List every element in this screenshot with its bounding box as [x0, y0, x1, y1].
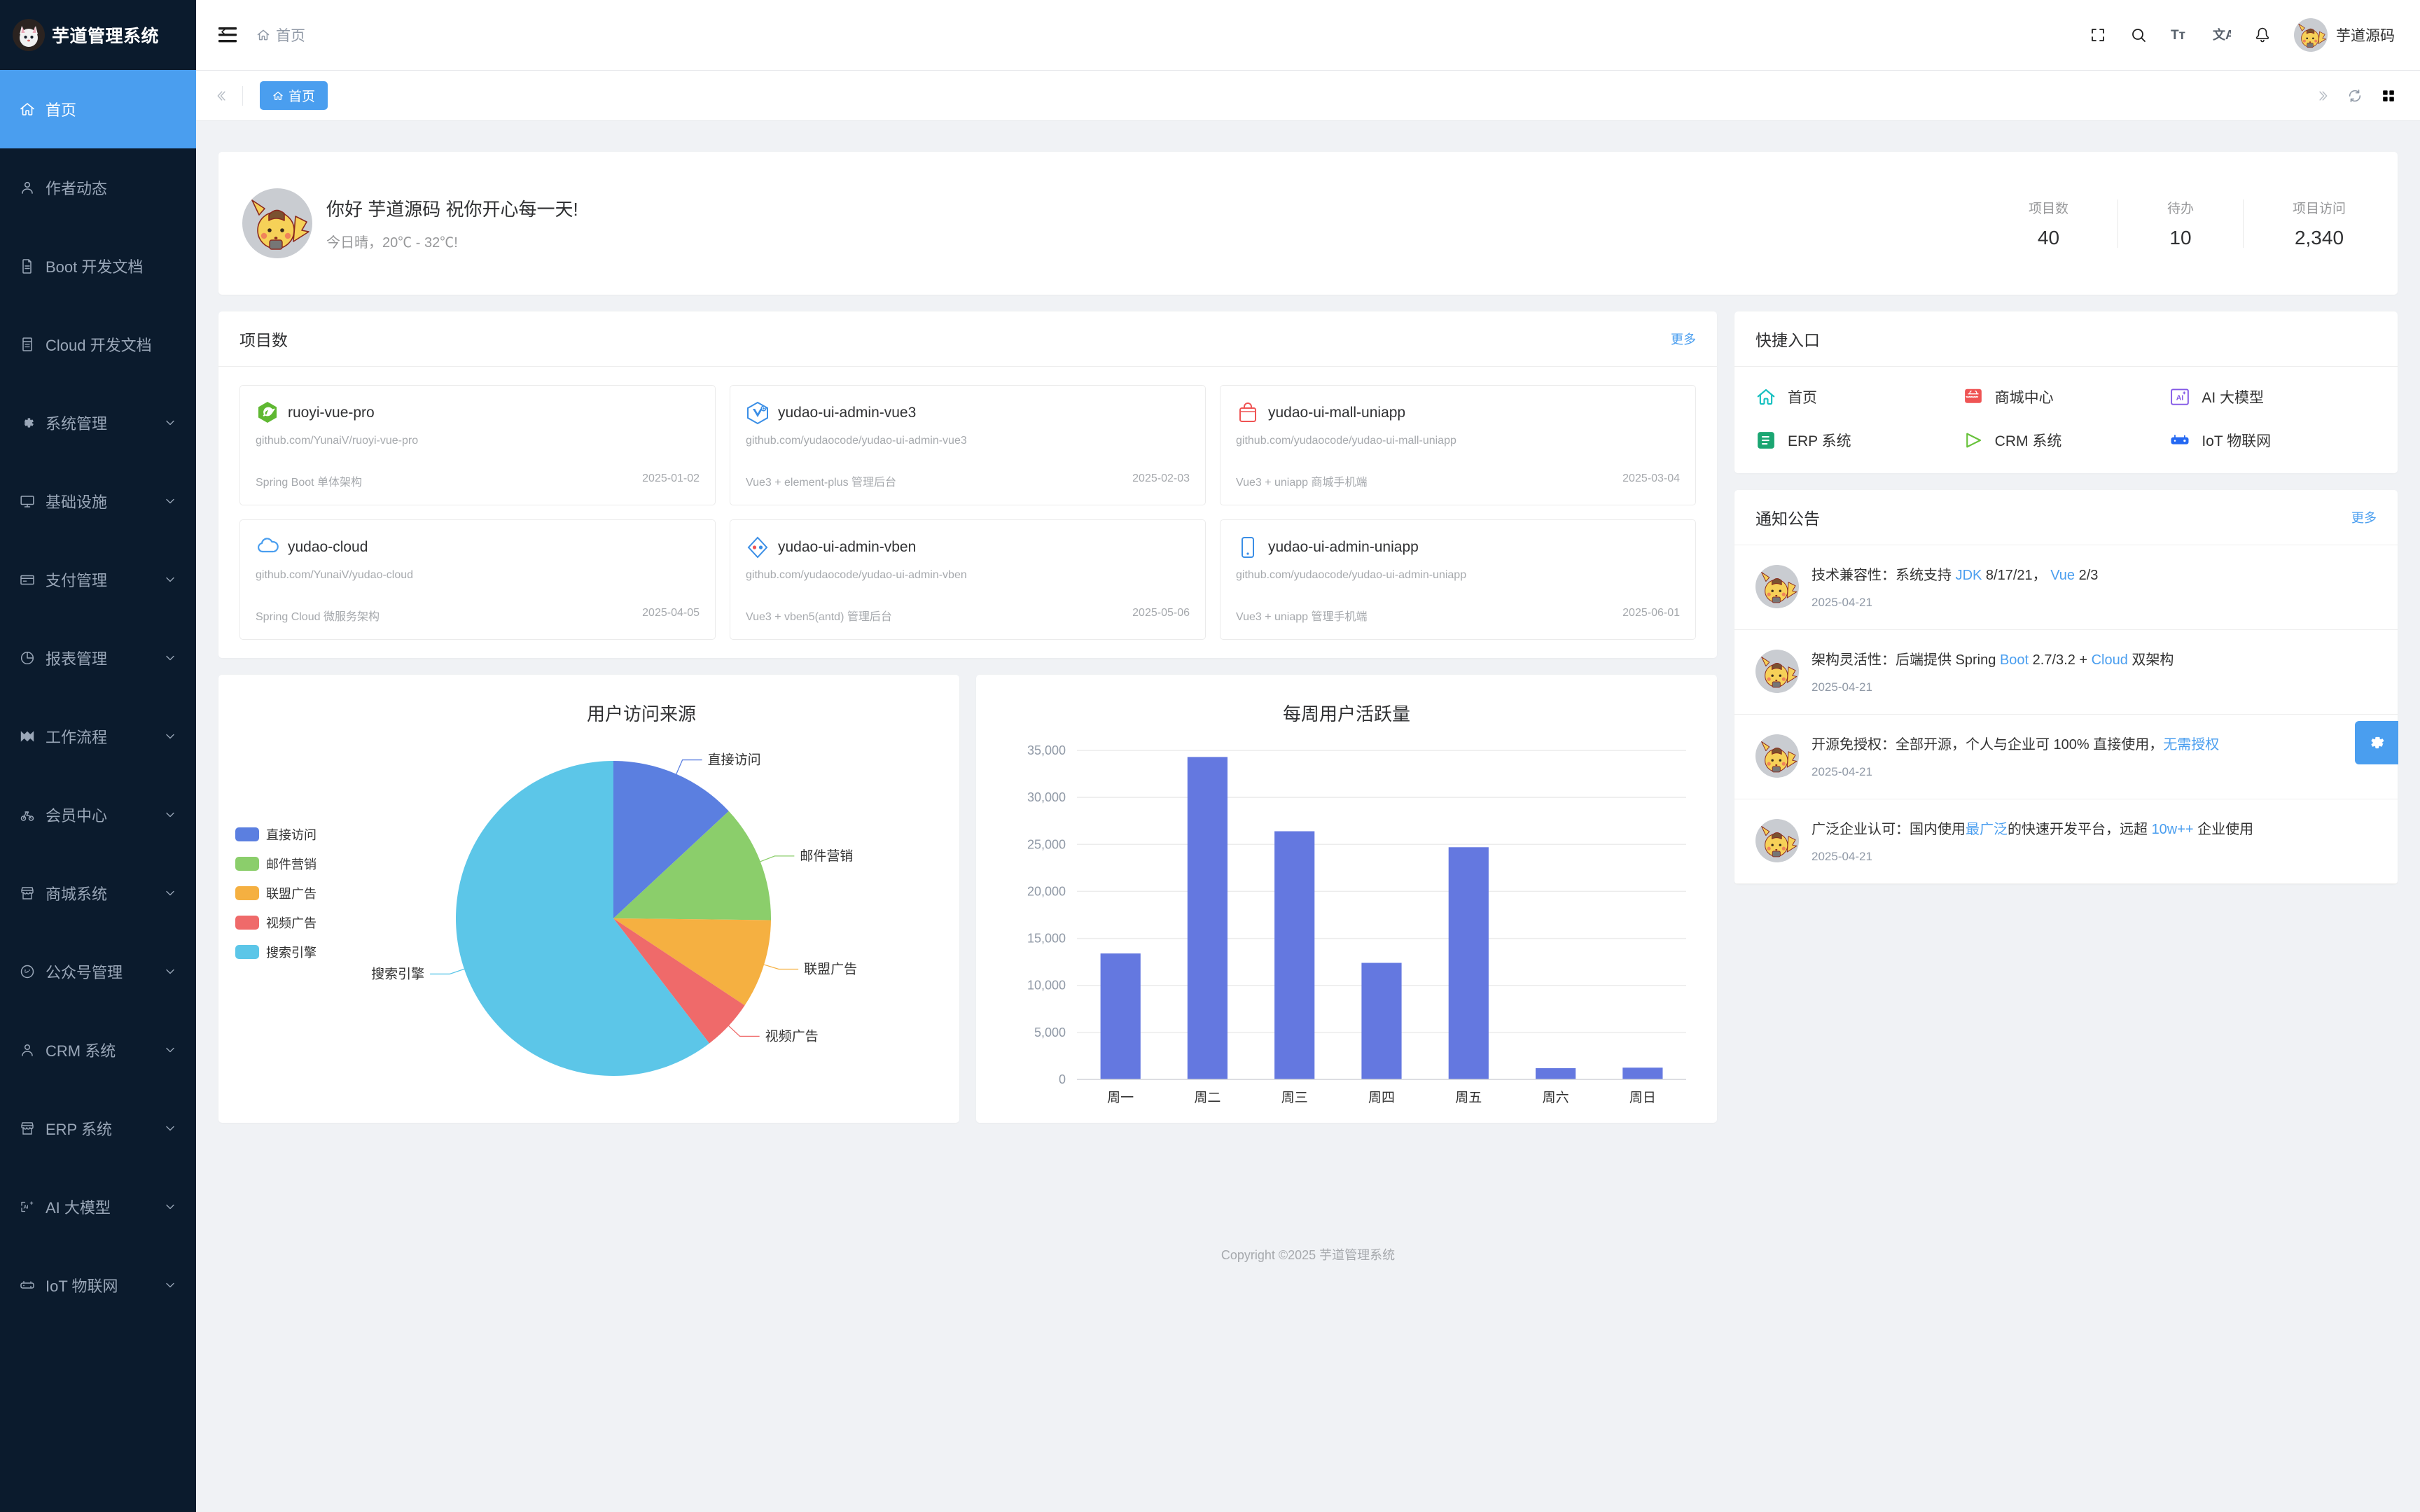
- svg-text:周六: 周六: [1543, 1090, 1569, 1105]
- svg-text:25,000: 25,000: [1027, 837, 1066, 851]
- svg-text:邮件营销: 邮件营销: [800, 848, 853, 864]
- svg-text:20,000: 20,000: [1027, 884, 1066, 898]
- svg-text:30,000: 30,000: [1027, 790, 1066, 804]
- svg-text:AI: AI: [24, 1205, 29, 1210]
- svg-text:5,000: 5,000: [1034, 1026, 1066, 1040]
- svg-text:AI: AI: [2176, 393, 2184, 402]
- svg-text:周五: 周五: [1455, 1091, 1482, 1105]
- svg-text:15,000: 15,000: [1027, 932, 1066, 946]
- svg-text:周二: 周二: [1194, 1091, 1221, 1105]
- svg-text:周一: 周一: [1107, 1091, 1134, 1105]
- svg-text:周三: 周三: [1281, 1091, 1308, 1105]
- svg-text:直接访问: 直接访问: [708, 752, 761, 768]
- svg-text:Tт: Tт: [2171, 28, 2185, 43]
- svg-text:10,000: 10,000: [1027, 979, 1066, 993]
- svg-text:0: 0: [1059, 1072, 1066, 1086]
- svg-text:周日: 周日: [1629, 1091, 1656, 1105]
- svg-text:35,000: 35,000: [1027, 743, 1066, 757]
- svg-text:周四: 周四: [1368, 1091, 1395, 1105]
- svg-text:视频广告: 视频广告: [765, 1028, 819, 1044]
- svg-text:文A: 文A: [2213, 27, 2231, 42]
- svg-text:联盟广告: 联盟广告: [804, 962, 857, 977]
- svg-text:搜索引擎: 搜索引擎: [371, 966, 424, 981]
